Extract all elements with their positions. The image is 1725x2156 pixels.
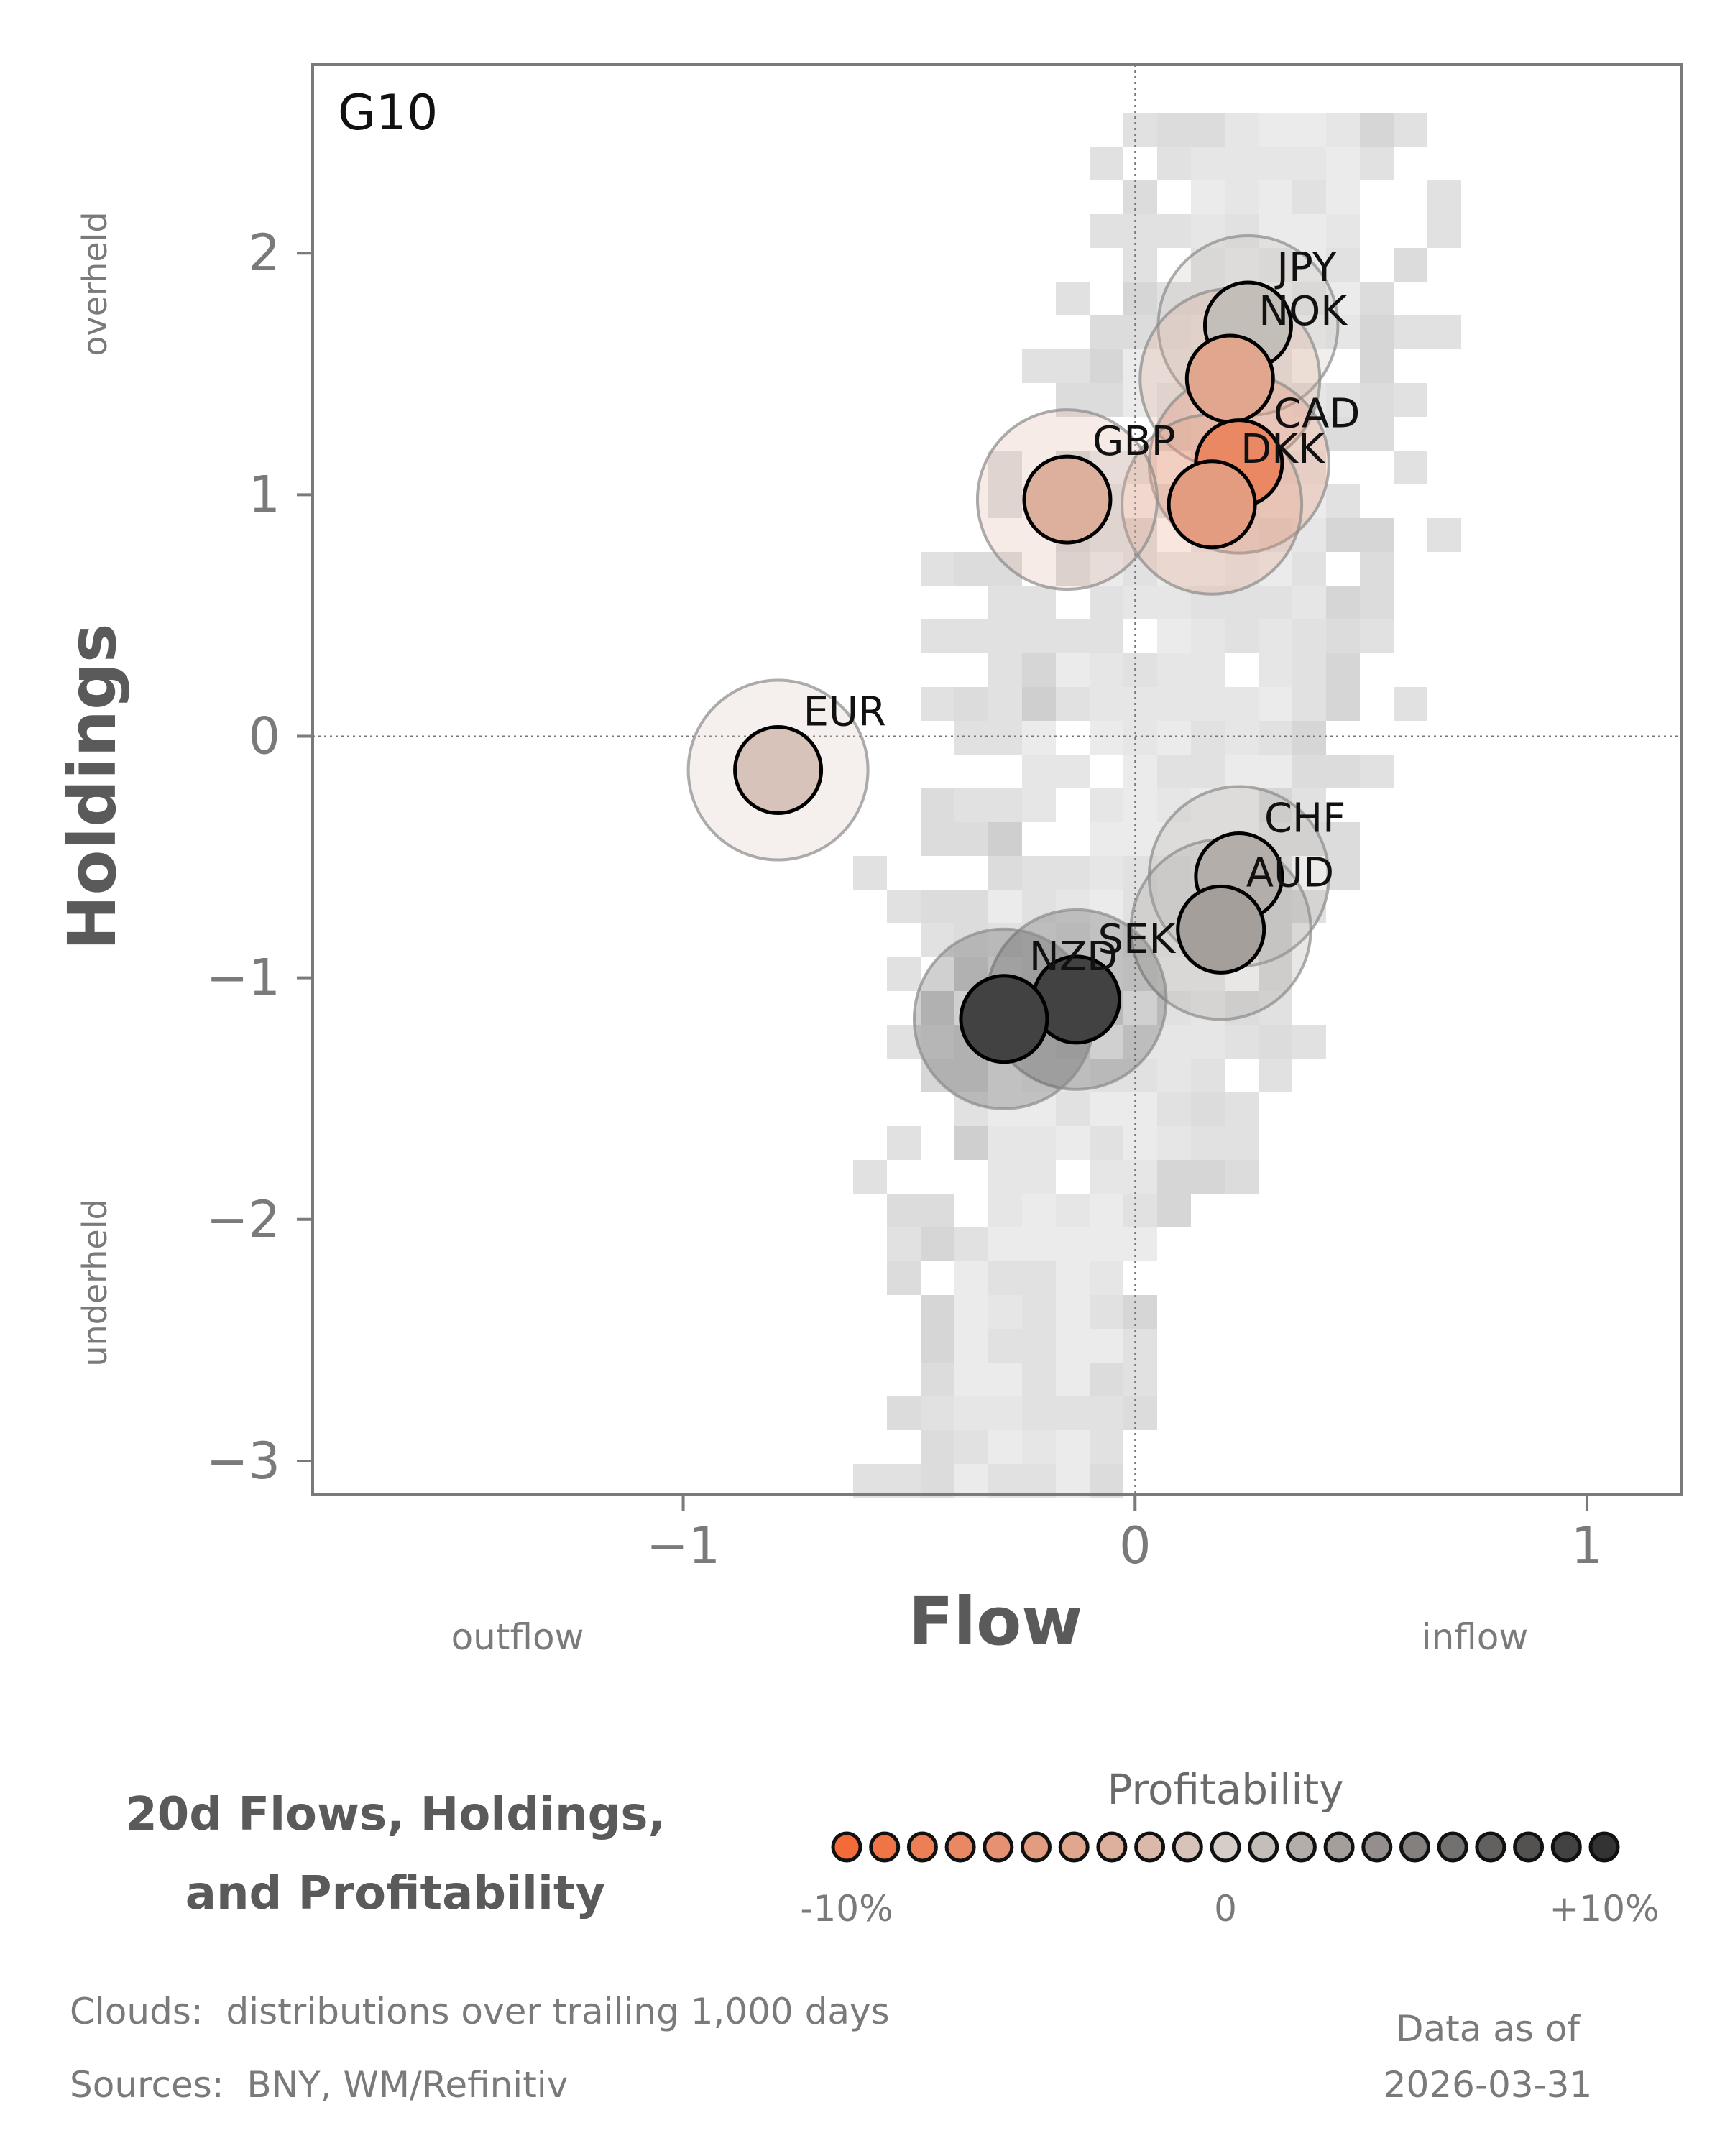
colorbar-swatch	[1513, 1831, 1545, 1863]
colorbar-swatch	[1550, 1831, 1582, 1863]
colorbar-max-label: +10%	[1549, 1888, 1659, 1930]
colorbar-swatch	[906, 1831, 938, 1863]
colorbar-swatch	[1021, 1831, 1052, 1863]
point-marker-aud	[1176, 884, 1266, 975]
colorbar-swatch	[1475, 1831, 1506, 1863]
point-label-aud: AUD	[1246, 849, 1334, 896]
point-label-nzd: NZD	[1029, 934, 1118, 980]
sources-note: Sources: BNY, WM/Refinitiv	[70, 2064, 569, 2106]
colorbar-swatch	[983, 1831, 1014, 1863]
point-label-dkk: DKK	[1241, 426, 1325, 473]
y-tick-label: −3	[206, 1432, 280, 1491]
point-label-jpy: JPY	[1274, 244, 1337, 291]
x-outflow-label: outflow	[451, 1616, 584, 1658]
point-marker-nok	[1184, 333, 1275, 424]
colorbar-swatch	[1096, 1831, 1128, 1863]
point-label-sek: SEK	[1098, 916, 1177, 963]
colorbar-swatch	[1285, 1831, 1317, 1863]
x-inflow-label: inflow	[1422, 1616, 1529, 1658]
data-as-of-label: Data as of	[1395, 2008, 1581, 2050]
colorbar-swatch	[944, 1831, 976, 1863]
plot-frame	[311, 63, 1683, 1496]
colorbar-swatch	[1134, 1831, 1166, 1863]
colorbar-mid-label: 0	[1214, 1888, 1237, 1930]
clouds-note: Clouds: distributions over trailing 1,00…	[70, 1991, 890, 2032]
y-tick-label: 0	[248, 706, 280, 765]
y-tick-label: 2	[248, 224, 280, 282]
colorbar-swatch	[1058, 1831, 1090, 1863]
point-marker-nzd	[959, 974, 1049, 1064]
x-axis-title: Flow	[908, 1583, 1083, 1660]
y-overheld-label: overheld	[75, 211, 114, 356]
colorbar-swatch	[869, 1831, 901, 1863]
y-tick-label: −1	[206, 949, 280, 1008]
colorbar-swatch	[1588, 1831, 1620, 1863]
panel-label: G10	[338, 85, 438, 142]
colorbar-swatch	[1361, 1831, 1393, 1863]
x-tick-label: 1	[1571, 1516, 1604, 1575]
colorbar-swatch	[1437, 1831, 1468, 1863]
colorbar-swatch	[1248, 1831, 1279, 1863]
colorbar-swatch	[1323, 1831, 1355, 1863]
point-marker-dkk	[1167, 459, 1257, 550]
x-tick-label: −1	[646, 1516, 720, 1575]
y-tick-label: −2	[206, 1190, 280, 1249]
colorbar-min-label: -10%	[800, 1888, 893, 1930]
colorbar-swatch	[1399, 1831, 1430, 1863]
point-label-nok: NOK	[1259, 288, 1348, 335]
colorbar-title: Profitability	[1107, 1765, 1343, 1814]
colorbar-swatch	[1210, 1831, 1241, 1863]
y-axis-title: Holdings	[54, 623, 131, 950]
colorbar-swatch	[1172, 1831, 1203, 1863]
x-tick-label: 0	[1119, 1516, 1151, 1575]
point-label-eur: EUR	[804, 689, 886, 736]
chart-title: 20d Flows, Holdings, and Profitability	[79, 1775, 712, 1933]
y-underheld-label: underheld	[75, 1199, 114, 1366]
colorbar-swatch	[831, 1831, 862, 1863]
chart-title-line-2: and Profitability	[185, 1867, 606, 1920]
point-label-chf: CHF	[1264, 795, 1346, 842]
point-marker-eur	[733, 725, 824, 816]
chart-title-line-1: 20d Flows, Holdings,	[125, 1788, 666, 1841]
point-marker-gbp	[1022, 454, 1113, 545]
data-as-of-date: 2026-03-31	[1383, 2064, 1593, 2106]
point-label-cad: CAD	[1274, 391, 1361, 438]
y-tick-label: 1	[248, 465, 280, 524]
point-label-gbp: GBP	[1092, 418, 1176, 465]
profitability-colorbar	[831, 1831, 1620, 1863]
